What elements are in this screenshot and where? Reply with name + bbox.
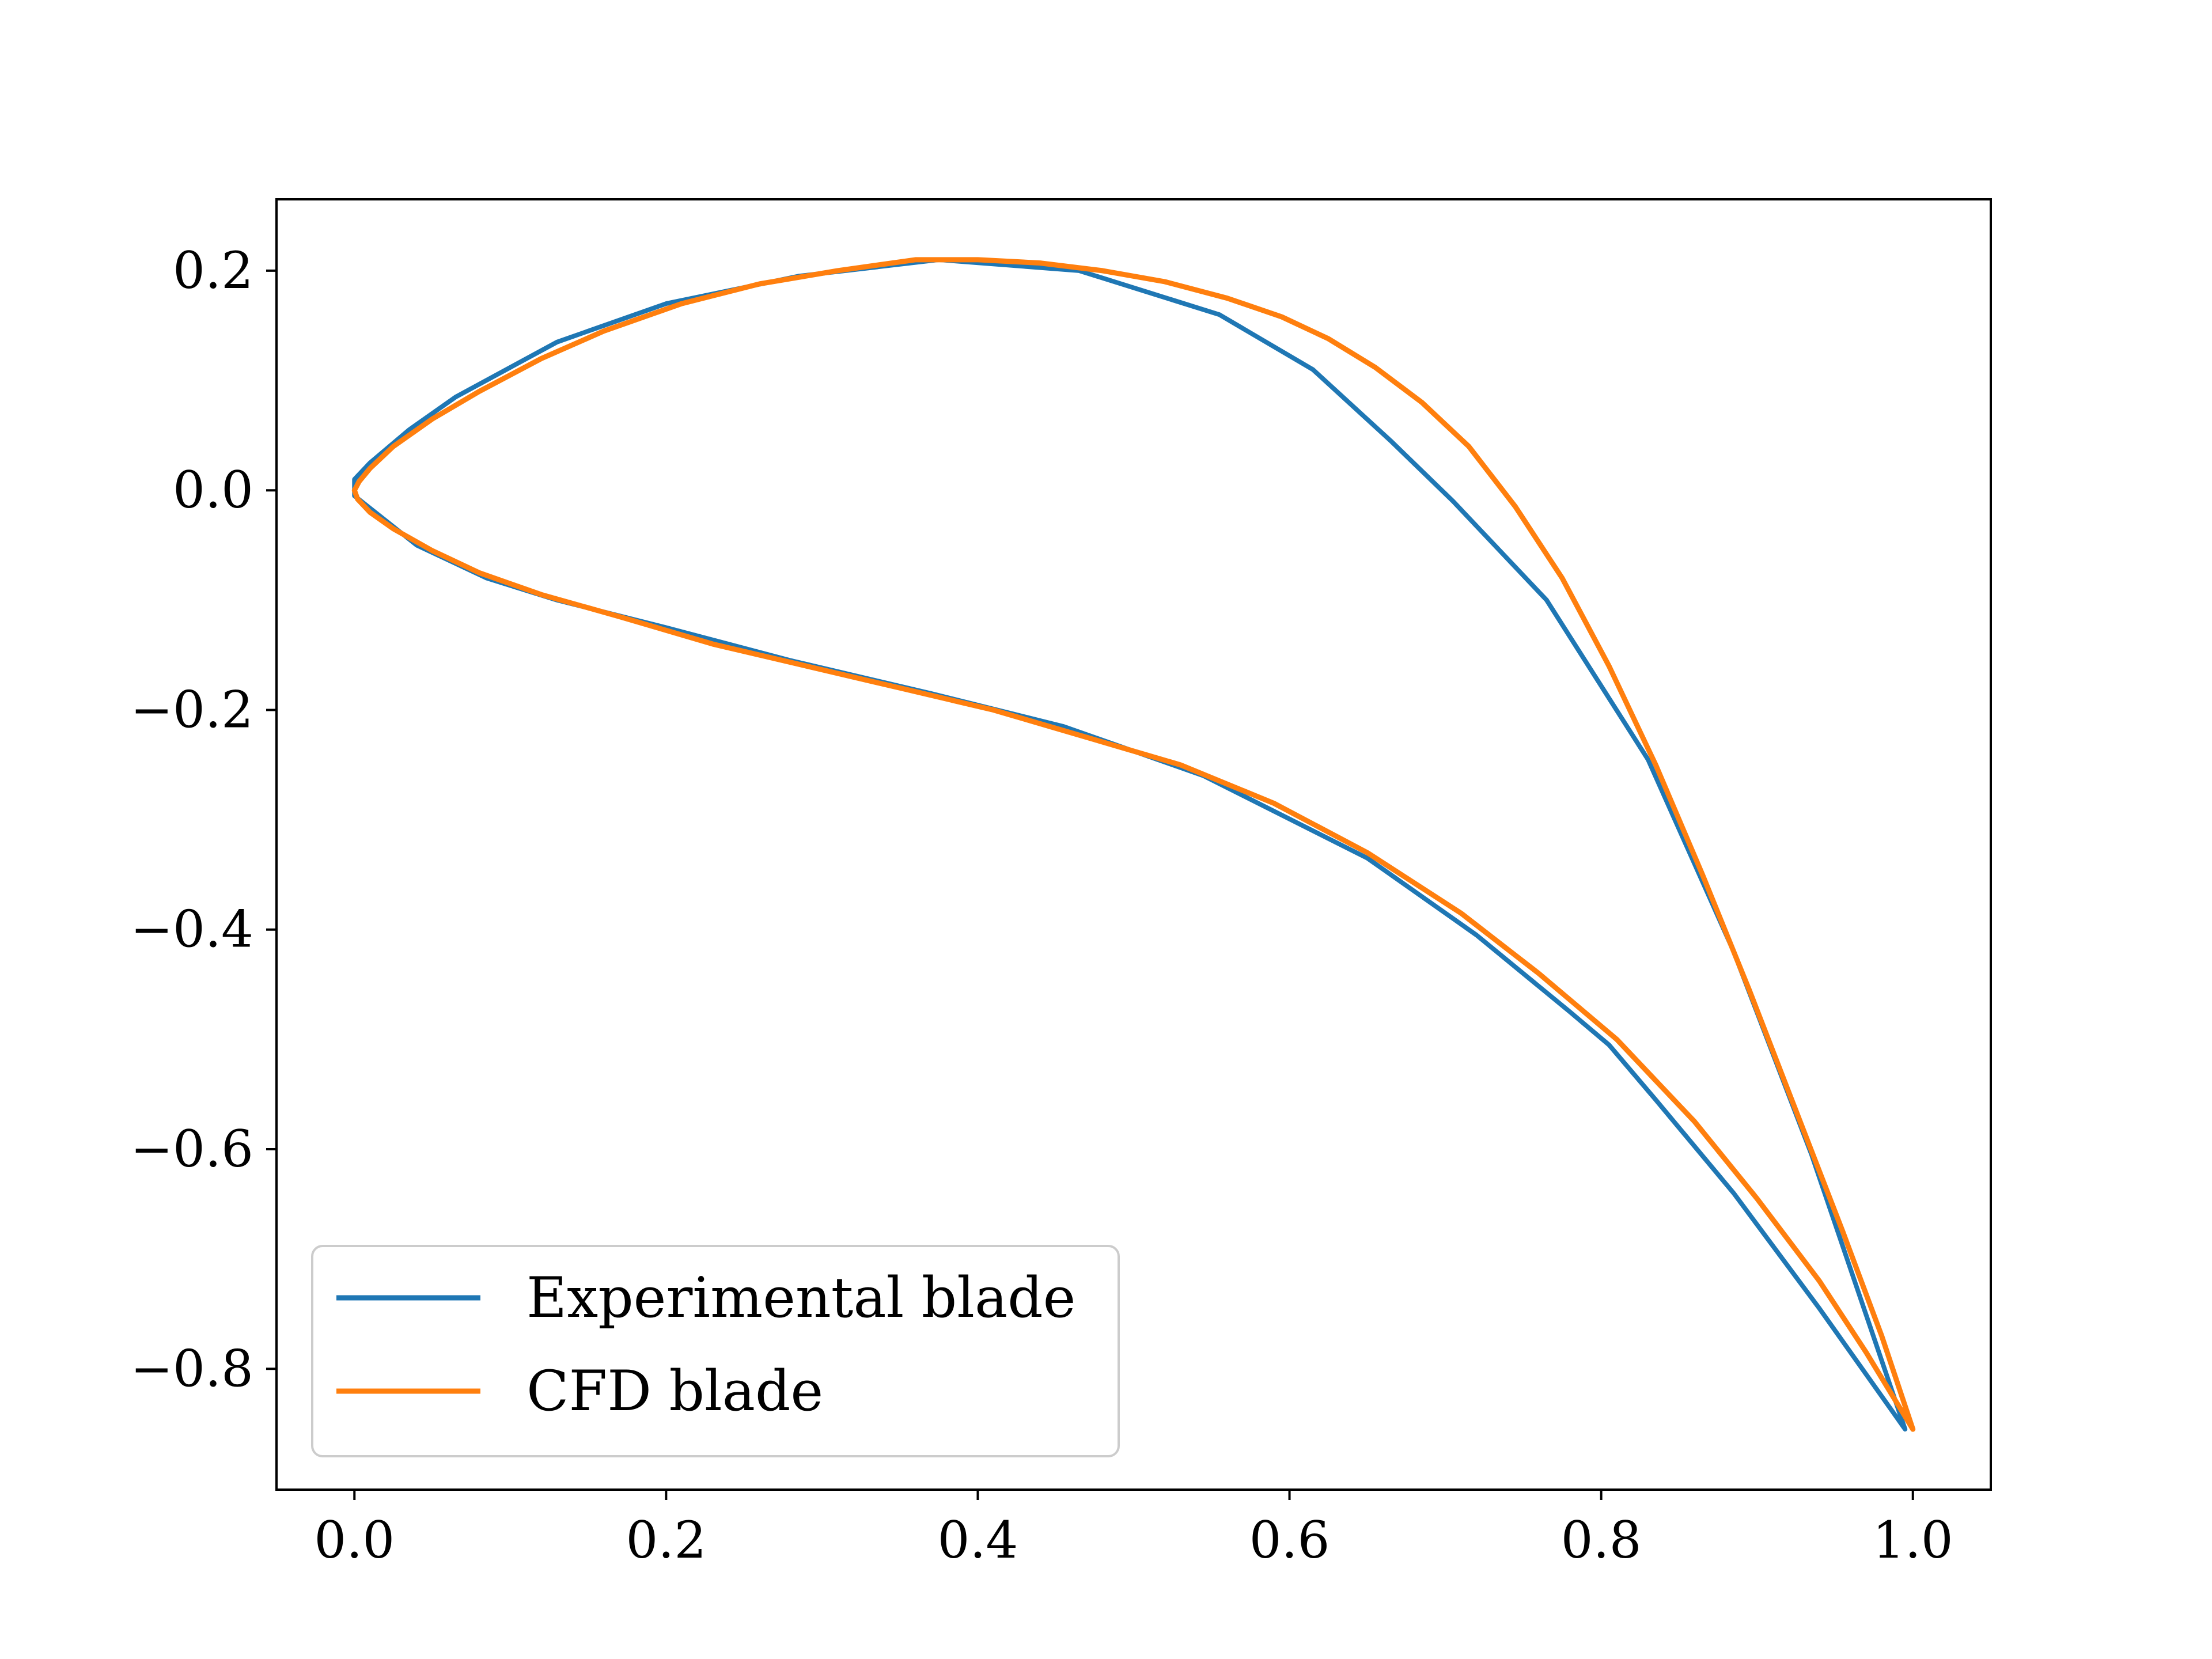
series-layer [351,257,1916,1432]
legend-box [311,1245,1120,1457]
x-tick-label: 0.4 [937,1510,1018,1570]
y-tick-label: −0.4 [130,900,253,959]
y-tick-label: −0.2 [130,680,253,739]
series-line-experimental [352,257,1908,1432]
x-tick-label: 0.6 [1249,1510,1330,1570]
x-tick-label: 1.0 [1873,1510,1953,1570]
y-axis: 0.2 0.0 −0.2 −0.4 −0.6 −0.8 [130,241,276,1398]
y-tick-label: 0.0 [173,460,253,520]
legend: Experimental blade CFD blade [311,1245,1120,1457]
x-tick-label: 0.0 [314,1510,395,1570]
axes-frame [275,198,1992,1491]
x-tick-label: 0.8 [1561,1510,1642,1570]
y-tick-label: −0.8 [130,1339,253,1398]
legend-label-experimental: Experimental blade [527,1266,1075,1330]
x-axis: 0.0 0.2 0.4 0.6 0.8 1.0 [314,1490,1953,1570]
y-tick-label: −0.6 [130,1119,253,1179]
series-line-cfd [351,257,1916,1432]
x-tick-label: 0.2 [626,1510,706,1570]
legend-label-cfd: CFD blade [527,1359,823,1423]
y-tick-label: 0.2 [173,241,253,300]
